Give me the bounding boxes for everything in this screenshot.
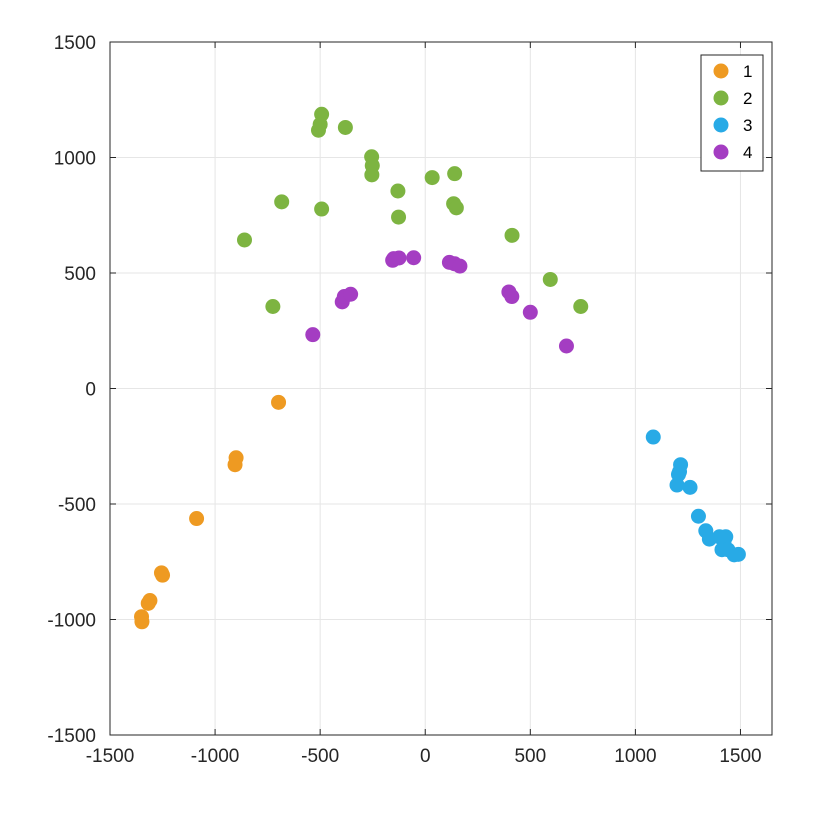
data-point-series-1: [140, 595, 156, 611]
data-point-series-4: [452, 258, 468, 274]
legend-label-3: 3: [743, 116, 752, 135]
legend-label-2: 2: [743, 89, 752, 108]
data-point-series-2: [390, 183, 406, 199]
data-point-series-3: [730, 546, 746, 562]
legend-box: [700, 54, 764, 172]
data-point-series-2: [448, 200, 464, 216]
data-point-series-2: [314, 201, 330, 217]
axes: [109, 41, 773, 736]
y-tick-label: 1000: [54, 149, 96, 170]
data-point-series-3: [669, 477, 685, 493]
data-point-series-2: [504, 227, 520, 243]
data-point-series-1: [227, 457, 243, 473]
data-point-series-2: [424, 170, 440, 186]
data-point-series-2: [265, 298, 281, 314]
data-point-series-2: [310, 122, 326, 138]
x-tick-label: -500: [301, 746, 339, 767]
data-point-series-1: [189, 511, 205, 527]
x-tick-label: -1000: [191, 746, 240, 767]
x-tick-labels: -1500 -1000 -500 0 500 1000 1500: [86, 746, 762, 767]
y-tick-label: 1500: [54, 33, 96, 54]
data-point-series-3: [682, 479, 698, 495]
x-tick-label: -1500: [86, 746, 135, 767]
data-point-series-4: [522, 304, 538, 320]
y-tick-label: -1500: [47, 726, 96, 747]
y-tick-label: -1000: [47, 611, 96, 632]
legend-marker-4: [713, 144, 729, 160]
data-point-series-2: [337, 119, 353, 135]
legend-label-4: 4: [743, 143, 752, 162]
legend-marker-2: [713, 90, 729, 106]
data-point-series-2: [274, 194, 290, 210]
data-points: [134, 106, 746, 630]
data-point-series-2: [391, 209, 407, 225]
data-point-series-2: [447, 166, 463, 182]
data-point-series-3: [690, 508, 706, 524]
legend-marker-1: [713, 63, 729, 79]
y-tick-labels: -1500 -1000 -500 0 500 1000 1500: [47, 33, 96, 747]
data-point-series-4: [391, 250, 407, 266]
data-point-series-4: [558, 338, 574, 354]
data-point-series-4: [406, 250, 422, 266]
x-tick-label: 0: [420, 746, 431, 767]
data-point-series-4: [504, 289, 520, 305]
data-point-series-1: [271, 394, 287, 410]
data-point-series-2: [573, 298, 589, 314]
y-tick-label: -500: [58, 495, 96, 516]
y-tick-label: 0: [85, 380, 96, 401]
data-point-series-2: [237, 232, 253, 248]
legend: 1 2 3 4: [700, 54, 764, 172]
y-tick-label: 500: [64, 264, 96, 285]
data-point-series-4: [343, 286, 359, 302]
legend-label-1: 1: [743, 62, 752, 81]
x-tick-label: 1000: [614, 746, 656, 767]
data-point-series-2: [542, 271, 558, 287]
data-point-series-3: [645, 429, 661, 445]
x-tick-label: 500: [514, 746, 546, 767]
data-point-series-4: [305, 327, 321, 343]
legend-marker-3: [713, 117, 729, 133]
x-tick-label: 1500: [719, 746, 761, 767]
data-point-series-2: [364, 167, 380, 183]
data-point-series-1: [155, 567, 171, 583]
data-point-series-1: [134, 614, 150, 630]
